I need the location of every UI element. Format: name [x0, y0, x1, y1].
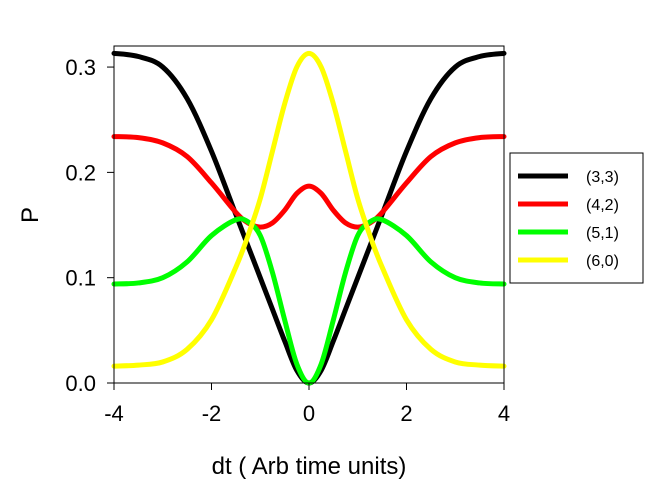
series-line-1: [111, 50, 507, 386]
x-tick-label: -2: [202, 401, 222, 426]
series-layer: [111, 50, 507, 386]
x-tick-label: 2: [400, 401, 412, 426]
x-tick-label: -4: [104, 401, 124, 426]
legend-box: [509, 152, 644, 284]
legend-label: (6,0): [586, 253, 619, 270]
legend-label: (3,3): [586, 169, 619, 186]
legend: (3,3) (4,2) (5,1) (6,0): [509, 152, 644, 284]
legend-label: (5,1): [586, 225, 619, 242]
legend-label: (4,2): [586, 197, 619, 214]
y-tick-label: 0.1: [65, 266, 96, 291]
ticks-layer: -4 -2 0 2 4 0.0 0.1 0.2 0.3: [65, 55, 510, 426]
y-tick-label: 0.2: [65, 160, 96, 185]
x-axis-title: dt ( Arb time units): [212, 453, 407, 480]
y-axis-title: P: [17, 207, 44, 223]
x-tick-label: 0: [303, 401, 315, 426]
series-line-2: [111, 134, 507, 230]
plot-frame: [113, 45, 505, 384]
y-tick-label: 0.3: [65, 55, 96, 80]
y-tick-label: 0.0: [65, 371, 96, 396]
x-tick-label: 4: [498, 401, 510, 426]
series-line-4: [111, 50, 507, 369]
